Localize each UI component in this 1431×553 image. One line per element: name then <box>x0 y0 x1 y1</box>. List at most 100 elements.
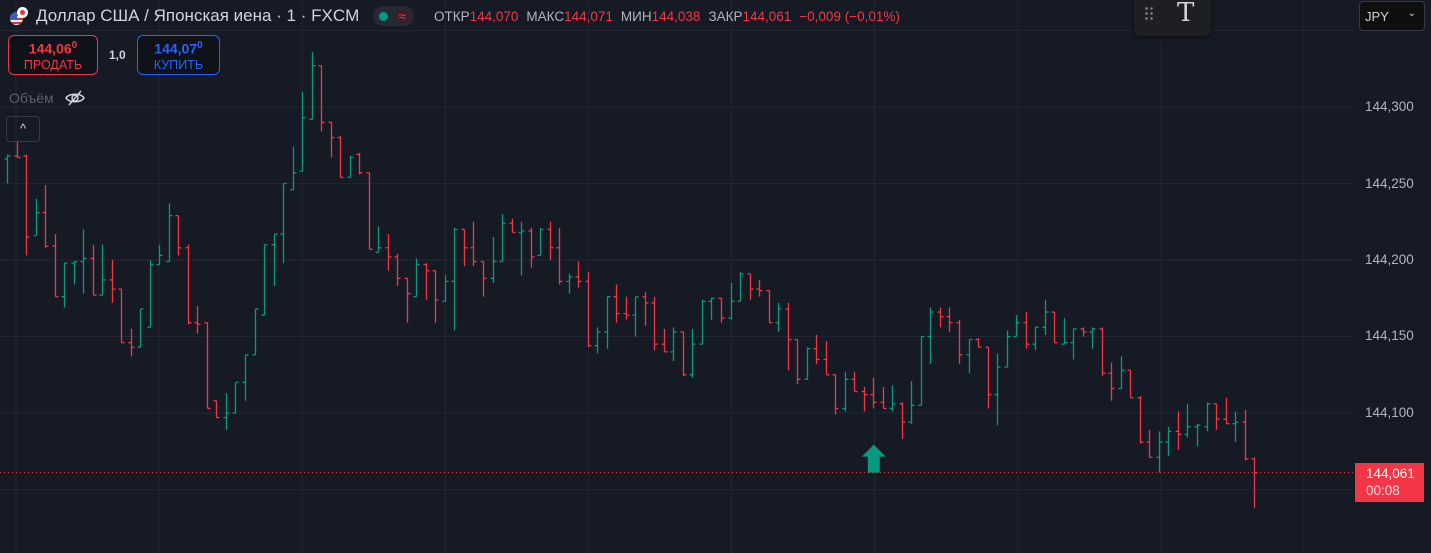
ohlc-bar <box>490 237 497 283</box>
sell-button[interactable]: 144,060 ПРОДАТЬ <box>8 35 98 75</box>
open-label: ОТКР <box>433 8 470 24</box>
ohlc-bar <box>870 377 877 409</box>
ohlc-bar <box>575 261 582 288</box>
ohlc-bar <box>90 244 97 296</box>
buy-price: 144,07 <box>154 40 198 57</box>
market-status[interactable]: ≈ <box>373 6 414 26</box>
sell-price-pip: 0 <box>71 40 78 51</box>
chart-overlay <box>0 444 1355 474</box>
ohlc-bar <box>1184 403 1191 438</box>
symbol-header: Доллар США / Японская иена · 1 · FXCM ≈ … <box>10 5 908 27</box>
ohlc-bar <box>937 307 944 328</box>
ohlc-legend: ОТКР 144,070 МАКС 144,071 МИН 144,038 ЗАКР 1… <box>434 9 908 24</box>
ohlc-bar <box>889 385 896 412</box>
ohlc-bar <box>918 335 925 407</box>
ohlc-bar <box>328 121 335 158</box>
ohlc-bar <box>927 307 934 365</box>
ohlc-bar <box>823 341 830 376</box>
ohlc-bar <box>1175 411 1182 450</box>
buy-button[interactable]: 144,070 КУПИТЬ <box>137 35 220 75</box>
quantity-value[interactable]: 1,0 <box>109 48 126 62</box>
last-price-label: 144,061 00:08 <box>1355 463 1424 502</box>
ohlc-bar <box>594 327 601 354</box>
ohlc-bar <box>252 308 259 356</box>
ohlc-bar <box>1242 409 1249 461</box>
text-tool-button[interactable]: T <box>1177 0 1195 28</box>
ohlc-bar <box>280 182 287 264</box>
ohlc-bar <box>1023 312 1030 349</box>
ohlc-bar <box>499 214 506 263</box>
ohlc-bar <box>966 338 973 374</box>
ohlc-bar <box>813 334 820 365</box>
ohlc-bar <box>223 393 230 430</box>
ohlc-bar <box>1051 311 1058 344</box>
ohlc-bar <box>1156 431 1163 473</box>
buy-price-pip: 0 <box>197 40 203 51</box>
ohlc-bar <box>375 226 382 254</box>
ohlc-bar <box>985 346 992 409</box>
high-label: МАКС <box>526 8 565 24</box>
drag-handle-icon[interactable] <box>1144 6 1154 20</box>
ohlc-bar <box>14 140 21 159</box>
ohlc-bar <box>956 319 963 365</box>
price-axis-label: 144,300 <box>1365 99 1414 114</box>
symbol-title[interactable]: Доллар США / Японская иена · 1 · FXCM <box>36 6 360 25</box>
last-price: 144,061 <box>1366 466 1415 481</box>
ohlc-bar <box>1194 423 1201 447</box>
ohlc-bar <box>794 338 801 384</box>
bar-countdown: 00:08 <box>1366 483 1400 498</box>
ohlc-bar <box>1232 411 1239 443</box>
ohlc-bar <box>861 386 868 412</box>
ohlc-bar <box>4 154 11 184</box>
ohlc-bar <box>385 233 392 271</box>
close-label: ЗАКР <box>708 8 743 24</box>
ohlc-bar <box>661 328 668 353</box>
ohlc-bar <box>1099 327 1106 377</box>
ohlc-bar <box>899 402 906 440</box>
ohlc-bar <box>166 203 173 263</box>
ohlc-bar <box>880 386 887 410</box>
currency-select[interactable]: JPY ⌄ <box>1359 1 1425 31</box>
eye-off-icon[interactable] <box>64 89 86 107</box>
ohlc-bar <box>975 338 982 348</box>
ohlc-bar <box>604 296 611 349</box>
ohlc-bar <box>1204 402 1211 432</box>
ohlc-bar <box>756 279 763 297</box>
ohlc-bar <box>509 218 516 234</box>
ohlc-bar <box>404 277 411 323</box>
price-axis-label: 144,100 <box>1365 405 1414 420</box>
ohlc-bar <box>680 331 687 377</box>
ohlc-bar <box>1165 426 1172 456</box>
ohlc-bar <box>52 233 59 298</box>
ohlc-bar <box>775 302 782 332</box>
currency-pair-flag-icon <box>10 7 28 25</box>
ohlc-bar <box>699 299 706 345</box>
ohlc-bar <box>842 371 849 412</box>
ohlc-bar <box>766 289 773 324</box>
price-axis-label: 144,150 <box>1365 328 1414 343</box>
ohlc-bar <box>156 244 163 266</box>
arrow-up-icon[interactable] <box>861 444 886 473</box>
ohlc-bar <box>670 327 677 361</box>
ohlc-bar <box>1080 327 1087 337</box>
ohlc-bar <box>309 51 316 120</box>
ohlc-bar <box>413 258 420 298</box>
high-value: 144,071 <box>564 8 613 24</box>
volume-label[interactable]: Объём <box>9 90 54 106</box>
collapse-legend-button[interactable]: ^ <box>6 116 40 142</box>
ohlc-bar <box>356 152 363 175</box>
ohlc-bar <box>1004 330 1011 368</box>
ohlc-bar <box>946 307 953 332</box>
ohlc-bar <box>1070 328 1077 360</box>
ohlc-bar <box>423 263 430 300</box>
low-label: МИН <box>620 8 652 24</box>
volume-legend: Объём <box>9 89 86 107</box>
ohlc-bar <box>556 227 563 285</box>
ohlc-bar <box>42 185 49 248</box>
ohlc-bar <box>394 253 401 287</box>
ohlc-bar <box>623 296 630 320</box>
price-axis-label: 144,250 <box>1365 176 1414 191</box>
ohlc-bar <box>585 272 592 348</box>
ohlc-bar <box>1213 403 1220 430</box>
